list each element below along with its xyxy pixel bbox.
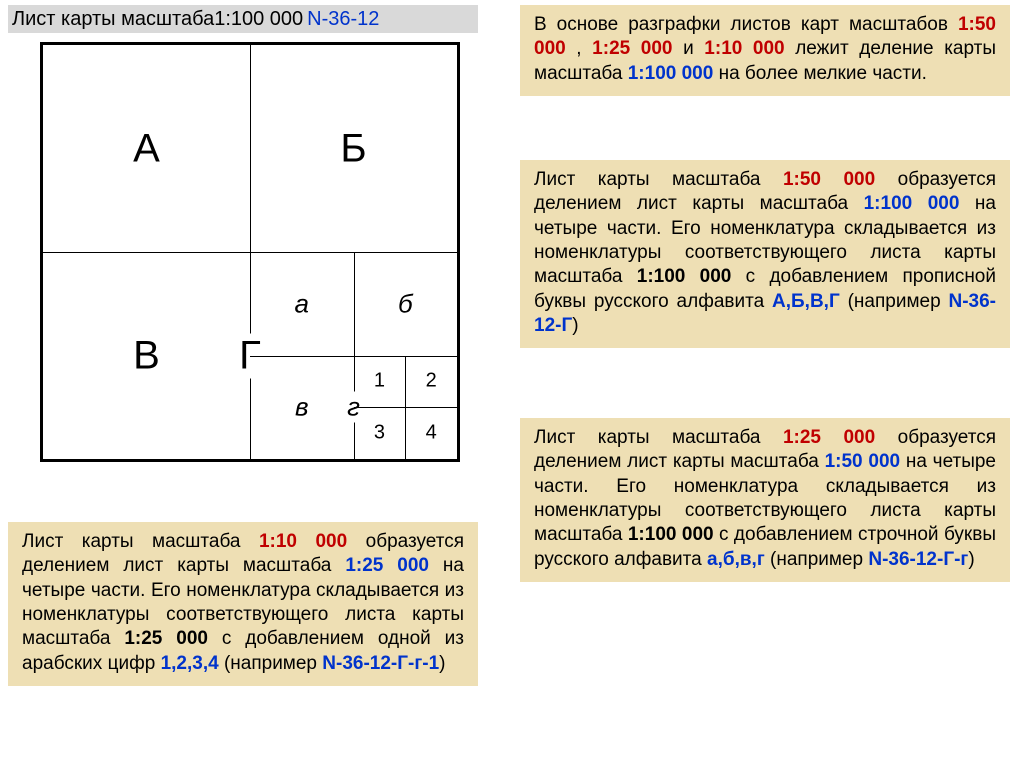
- cell-label-3: 3: [374, 422, 385, 445]
- example-blue: N-36-12-Г-г-1: [322, 653, 439, 674]
- scale-red: 1:25 000: [592, 38, 672, 59]
- text: ): [439, 653, 445, 674]
- page: Лист карты масштаба1:100 000 N-36-12 А Б…: [0, 0, 1024, 767]
- cell-label-A: А: [133, 126, 160, 171]
- text: (например: [219, 653, 323, 674]
- intro-box: В основе разграфки листов карт масштабов…: [520, 5, 1010, 96]
- scale-red: 1:10 000: [704, 38, 784, 59]
- subgrid-50k: а б в г 1 2 3 4: [250, 252, 457, 459]
- text: Лист карты масштаба: [22, 531, 259, 552]
- text: Лист карты масштаба: [534, 427, 783, 448]
- letters-blue: а,б,в,г: [707, 549, 765, 570]
- text: на более мелкие части.: [713, 63, 927, 84]
- digits-blue: 1,2,3,4: [161, 653, 219, 674]
- text: (например: [840, 291, 949, 312]
- title-code: N-36-12: [307, 8, 379, 31]
- cell-label-4: 4: [426, 422, 437, 445]
- scale-bold: 1:100 000: [628, 524, 714, 545]
- nomenclature-diagram: А Б В Г а б в г 1 2 3 4: [40, 42, 460, 462]
- scale-red: 1:10 000: [259, 531, 347, 552]
- grid-line: [405, 356, 406, 460]
- box-25k: Лист карты масштаба 1:25 000 образу­ется…: [520, 418, 1010, 582]
- cell-label-v: в: [295, 392, 309, 423]
- title-text: Лист карты масштаба1:100 000: [12, 8, 303, 31]
- text: ): [968, 549, 974, 570]
- cell-label-2: 2: [426, 370, 437, 393]
- box-10k: Лист карты масштаба 1:10 000 образуется …: [8, 522, 478, 686]
- scale-bold: 1:100 000: [637, 266, 732, 287]
- cell-label-1: 1: [374, 370, 385, 393]
- text: (например: [765, 549, 869, 570]
- text: ): [572, 315, 578, 336]
- example-blue: N-36-12-Г-г: [868, 549, 968, 570]
- title-bar: Лист карты масштаба1:100 000 N-36-12: [8, 5, 478, 33]
- scale-blue: 1:25 000: [345, 555, 429, 576]
- cell-label-V: В: [133, 333, 160, 378]
- scale-blue: 1:50 000: [825, 451, 901, 472]
- text: и: [673, 38, 705, 59]
- text: ,: [566, 38, 592, 59]
- cell-label-b: б: [398, 288, 413, 319]
- text: В основе разграфки листов карт масштабов: [534, 14, 958, 35]
- scale-blue: 1:100 000: [628, 63, 714, 84]
- letters-blue: А,Б,В,Г: [772, 291, 840, 312]
- cell-label-a: а: [295, 288, 309, 319]
- subgrid-25k: 1 2 3 4: [354, 356, 458, 460]
- scale-red: 1:25 000: [783, 427, 875, 448]
- cell-label-B: Б: [340, 126, 366, 171]
- text: Лист карты масштаба: [534, 169, 783, 190]
- scale-red: 1:50 000: [783, 169, 875, 190]
- scale-bold: 1:25 000: [124, 628, 208, 649]
- scale-blue: 1:100 000: [864, 193, 960, 214]
- box-50k: Лист карты масштаба 1:50 000 образу­ется…: [520, 160, 1010, 348]
